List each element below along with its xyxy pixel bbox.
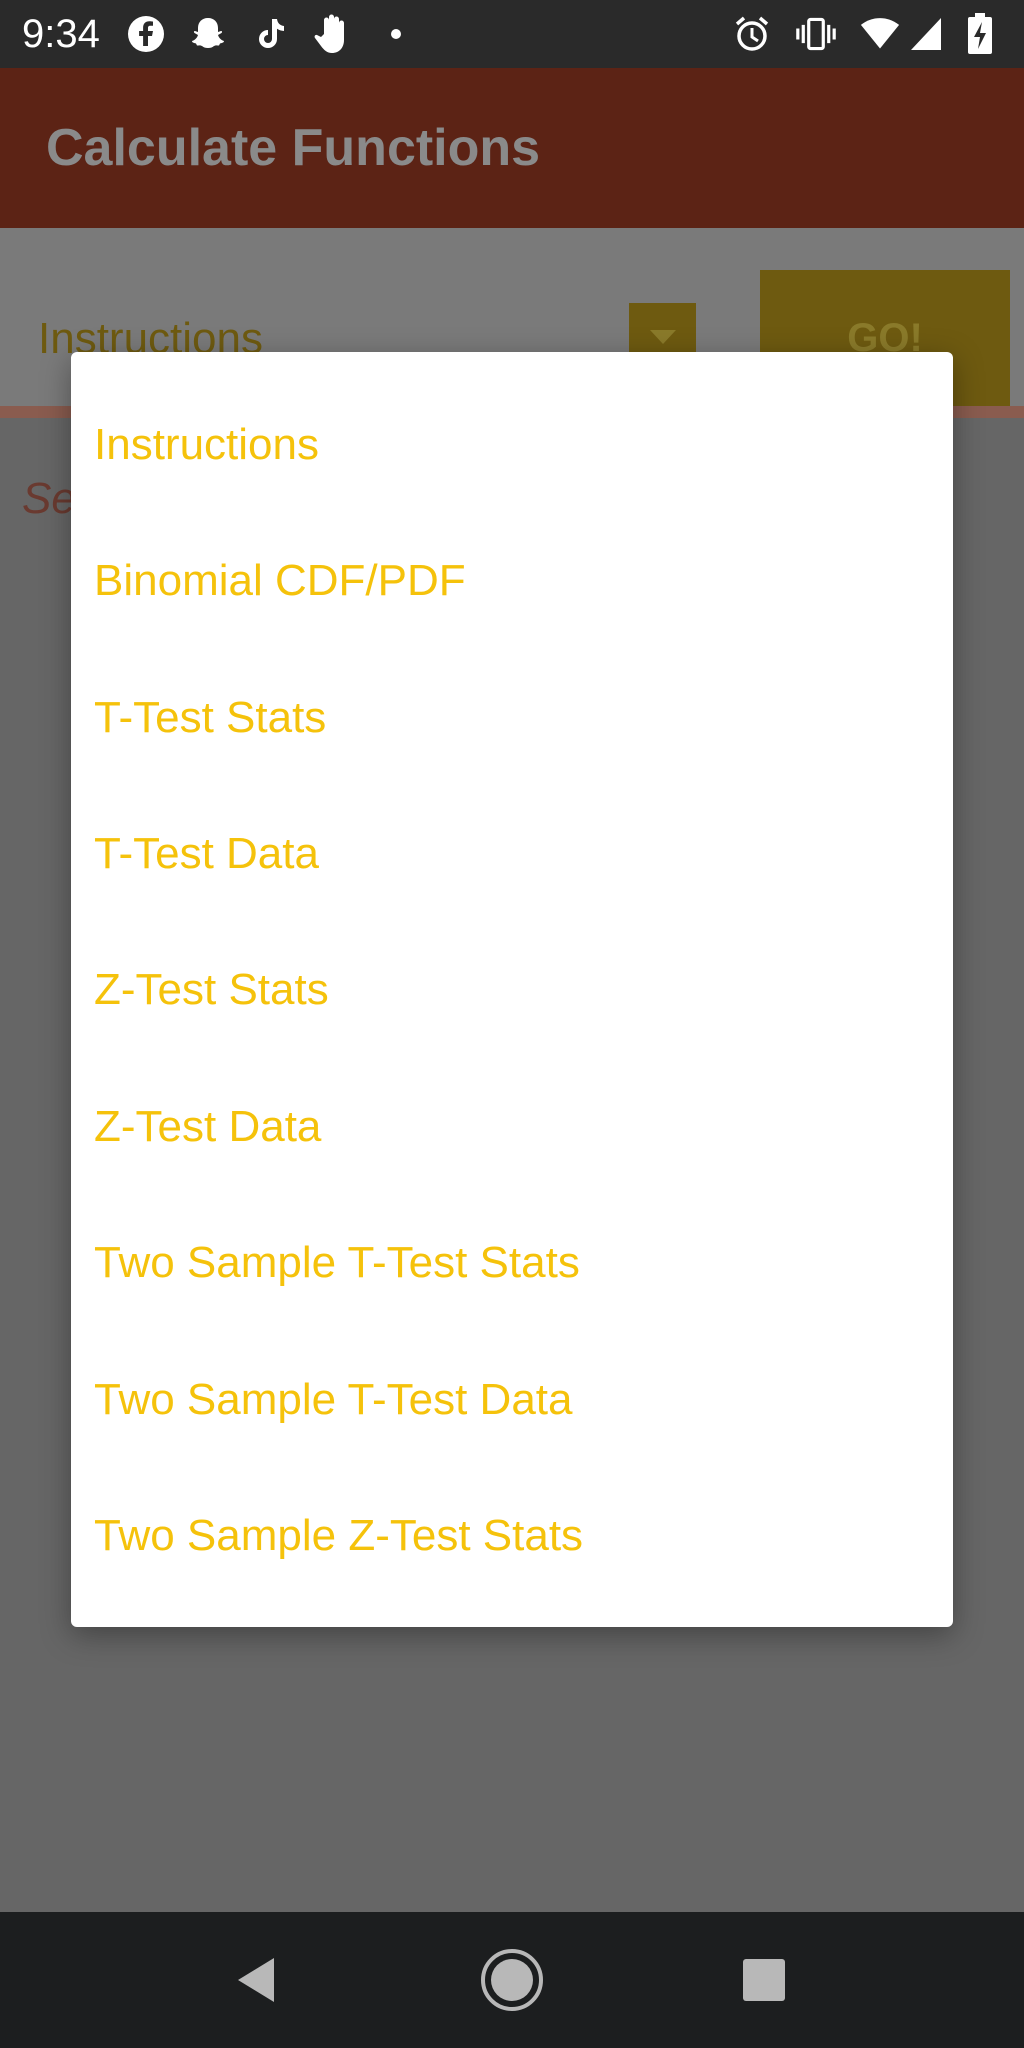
dot-icon	[376, 14, 416, 54]
option-two-sample-t-test-stats[interactable]: Two Sample T-Test Stats	[94, 1238, 580, 1287]
option-t-test-data[interactable]: T-Test Data	[94, 829, 319, 878]
navigation-bar	[0, 1912, 1024, 2048]
status-time: 9:34	[22, 12, 100, 56]
tiktok-icon	[252, 14, 292, 54]
facebook-icon	[126, 14, 166, 54]
alarm-icon	[732, 14, 772, 54]
option-two-sample-t-test-data[interactable]: Two Sample T-Test Data	[94, 1375, 573, 1424]
battery-charging-icon	[960, 13, 1000, 54]
option-z-test-stats[interactable]: Z-Test Stats	[94, 965, 329, 1014]
app-title: Calculate Functions	[46, 119, 541, 177]
home-icon[interactable]	[464, 1932, 560, 2028]
recents-icon[interactable]	[716, 1932, 812, 2028]
snapchat-icon	[188, 14, 228, 54]
wifi-icon	[860, 14, 900, 54]
option-instructions[interactable]: Instructions	[94, 420, 319, 469]
option-binomial-cdf-pdf[interactable]: Binomial CDF/PDF	[94, 556, 466, 605]
option-two-sample-z-test-stats[interactable]: Two Sample Z-Test Stats	[94, 1511, 584, 1560]
signal-icon	[906, 14, 946, 54]
back-icon[interactable]	[208, 1932, 304, 2028]
hand-icon	[314, 14, 354, 54]
vibrate-icon	[796, 14, 836, 54]
hint-text: Se	[22, 474, 76, 523]
app-bar: Calculate Functions	[0, 68, 1024, 228]
function-picker-dialog: Instructions Binomial CDF/PDF T-Test Sta…	[71, 352, 953, 1627]
status-bar: 9:34	[0, 0, 1024, 68]
option-z-test-data[interactable]: Z-Test Data	[94, 1102, 322, 1151]
option-t-test-stats[interactable]: T-Test Stats	[94, 693, 327, 742]
